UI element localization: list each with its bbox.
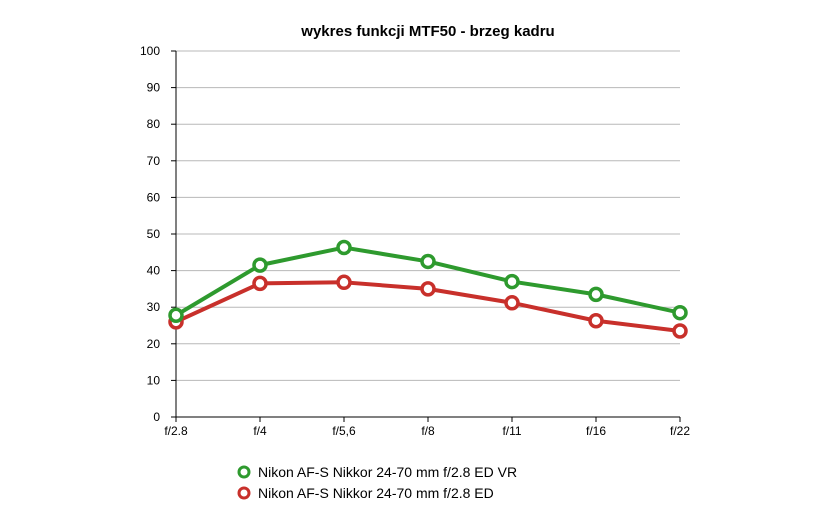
y-tick-label: 0 [153,410,160,424]
data-point [504,273,520,290]
x-tick-label: f/11 [502,424,521,438]
data-point [420,281,436,297]
grid-lines [176,50,680,381]
series-1 [168,239,688,324]
data-point [588,286,604,303]
data-point [252,257,268,273]
x-tick-label: f/22 [670,424,690,438]
data-point [672,323,688,339]
data-point [672,304,688,321]
y-tick-labels: 0 10 20 30 40 50 60 70 80 90 100 [140,44,160,424]
data-point [336,274,352,291]
legend-item: Nikon AF-S Nikkor 24-70 mm f/2.8 ED [237,485,494,501]
legend-label: Nikon AF-S Nikkor 24-70 mm f/2.8 ED [258,485,494,501]
axes [171,50,681,422]
x-tick-label: f/8 [421,424,435,438]
data-point [168,307,184,324]
x-tick-label: f/4 [253,424,267,438]
y-tick-label: 10 [147,373,161,387]
y-tick-label: 100 [140,44,160,58]
x-tick-label: f/16 [586,424,606,438]
x-tick-label: f/2.8 [164,424,188,438]
data-point [504,295,520,311]
legend-marker [237,465,251,479]
series-2 [168,274,688,339]
y-tick-label: 30 [147,300,161,314]
data-point [420,253,436,270]
y-tick-label: 50 [147,227,161,241]
legend-label: Nikon AF-S Nikkor 24-70 mm f/2.8 ED VR [258,464,517,480]
legend: Nikon AF-S Nikkor 24-70 mm f/2.8 ED VR Ni… [237,464,517,501]
y-tick-label: 60 [147,190,161,204]
y-tick-label: 90 [147,81,161,95]
x-tick-label: f/5,6 [332,424,356,438]
y-tick-label: 70 [147,154,161,168]
data-point [588,312,604,329]
chart-title: wykres funkcji MTF50 - brzeg kadru [300,23,554,40]
series-lines [168,239,688,339]
y-tick-label: 40 [147,264,161,278]
data-point [252,275,268,292]
y-tick-label: 80 [147,117,161,131]
y-tick-label: 20 [147,337,161,351]
legend-item: Nikon AF-S Nikkor 24-70 mm f/2.8 ED VR [237,464,517,480]
x-tick-labels: f/2.8 f/4 f/5,6 f/8 f/11 f/16 f/22 [164,424,690,438]
legend-marker [237,486,251,500]
data-point [336,239,352,256]
